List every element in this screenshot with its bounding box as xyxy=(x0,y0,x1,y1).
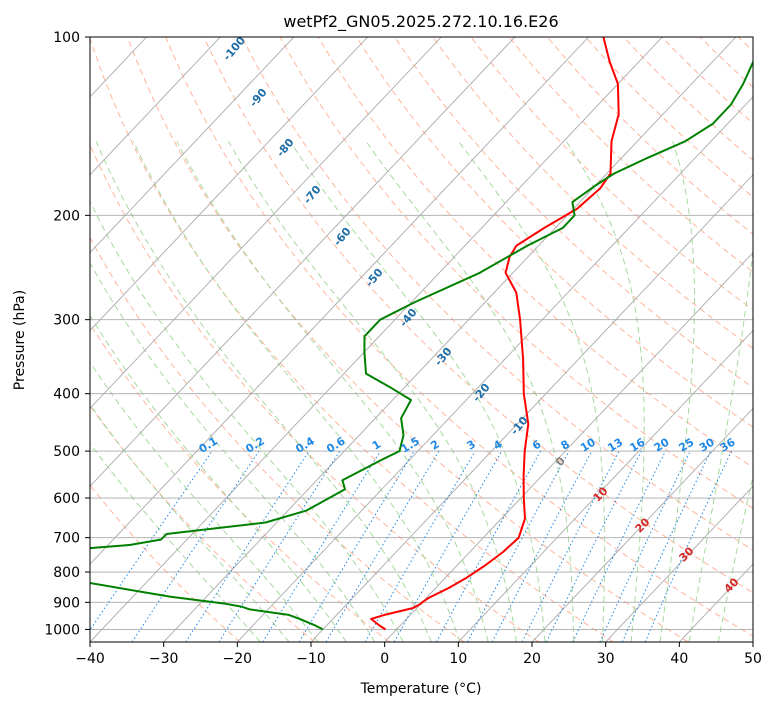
y-tick-label: 900 xyxy=(53,595,80,611)
y-tick-label: 800 xyxy=(53,565,80,581)
y-tick-label: 300 xyxy=(53,313,80,329)
x-tick-label: −20 xyxy=(223,651,253,667)
x-axis-label: Temperature (°C) xyxy=(360,681,482,697)
y-tick-label: 600 xyxy=(53,491,80,507)
y-tick-label: 400 xyxy=(53,387,80,403)
x-axis: −40 −30 −20 −10 0 10 20 30 40 50 xyxy=(75,642,762,667)
y-tick-label: 700 xyxy=(53,531,80,547)
y-axis-label: Pressure (hPa) xyxy=(12,290,28,390)
x-tick-label: 20 xyxy=(523,651,541,667)
y-tick-label: 500 xyxy=(53,444,80,460)
x-tick-label: −30 xyxy=(149,651,179,667)
y-tick-label: 1000 xyxy=(44,622,80,638)
chart-title: wetPf2_GN05.2025.272.10.16.E26 xyxy=(283,12,558,32)
x-tick-label: −40 xyxy=(75,651,105,667)
x-tick-label: 0 xyxy=(380,651,389,667)
isotherm xyxy=(753,37,775,642)
y-tick-label: 100 xyxy=(53,30,80,46)
x-tick-label: 30 xyxy=(597,651,615,667)
x-tick-label: 40 xyxy=(670,651,688,667)
x-tick-label: 10 xyxy=(449,651,467,667)
x-tick-label: −10 xyxy=(296,651,326,667)
plot-background xyxy=(90,37,753,642)
x-tick-label: 50 xyxy=(744,651,762,667)
y-axis: 100 200 300 400 500 600 700 800 900 1000 xyxy=(44,30,90,638)
y-tick-label: 200 xyxy=(53,208,80,224)
isotherm xyxy=(0,37,73,642)
